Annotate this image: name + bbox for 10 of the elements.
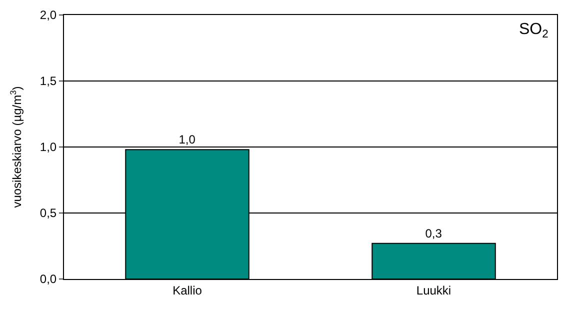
y-tick-label: 2,0 [40,8,57,22]
y-tick-label: 0,5 [40,206,57,220]
y-tick-label: 0,0 [40,272,57,286]
x-tick-label: Luukki [416,283,452,298]
x-tick-label: Kallio [172,283,202,298]
annotation: SO$_{2}$ [519,21,548,40]
data-label: 1,0 [178,132,196,147]
y-tick-label: 1,0 [40,140,57,154]
data-label: 0,3 [425,226,442,240]
y-tick-label: 1,5 [40,74,57,88]
